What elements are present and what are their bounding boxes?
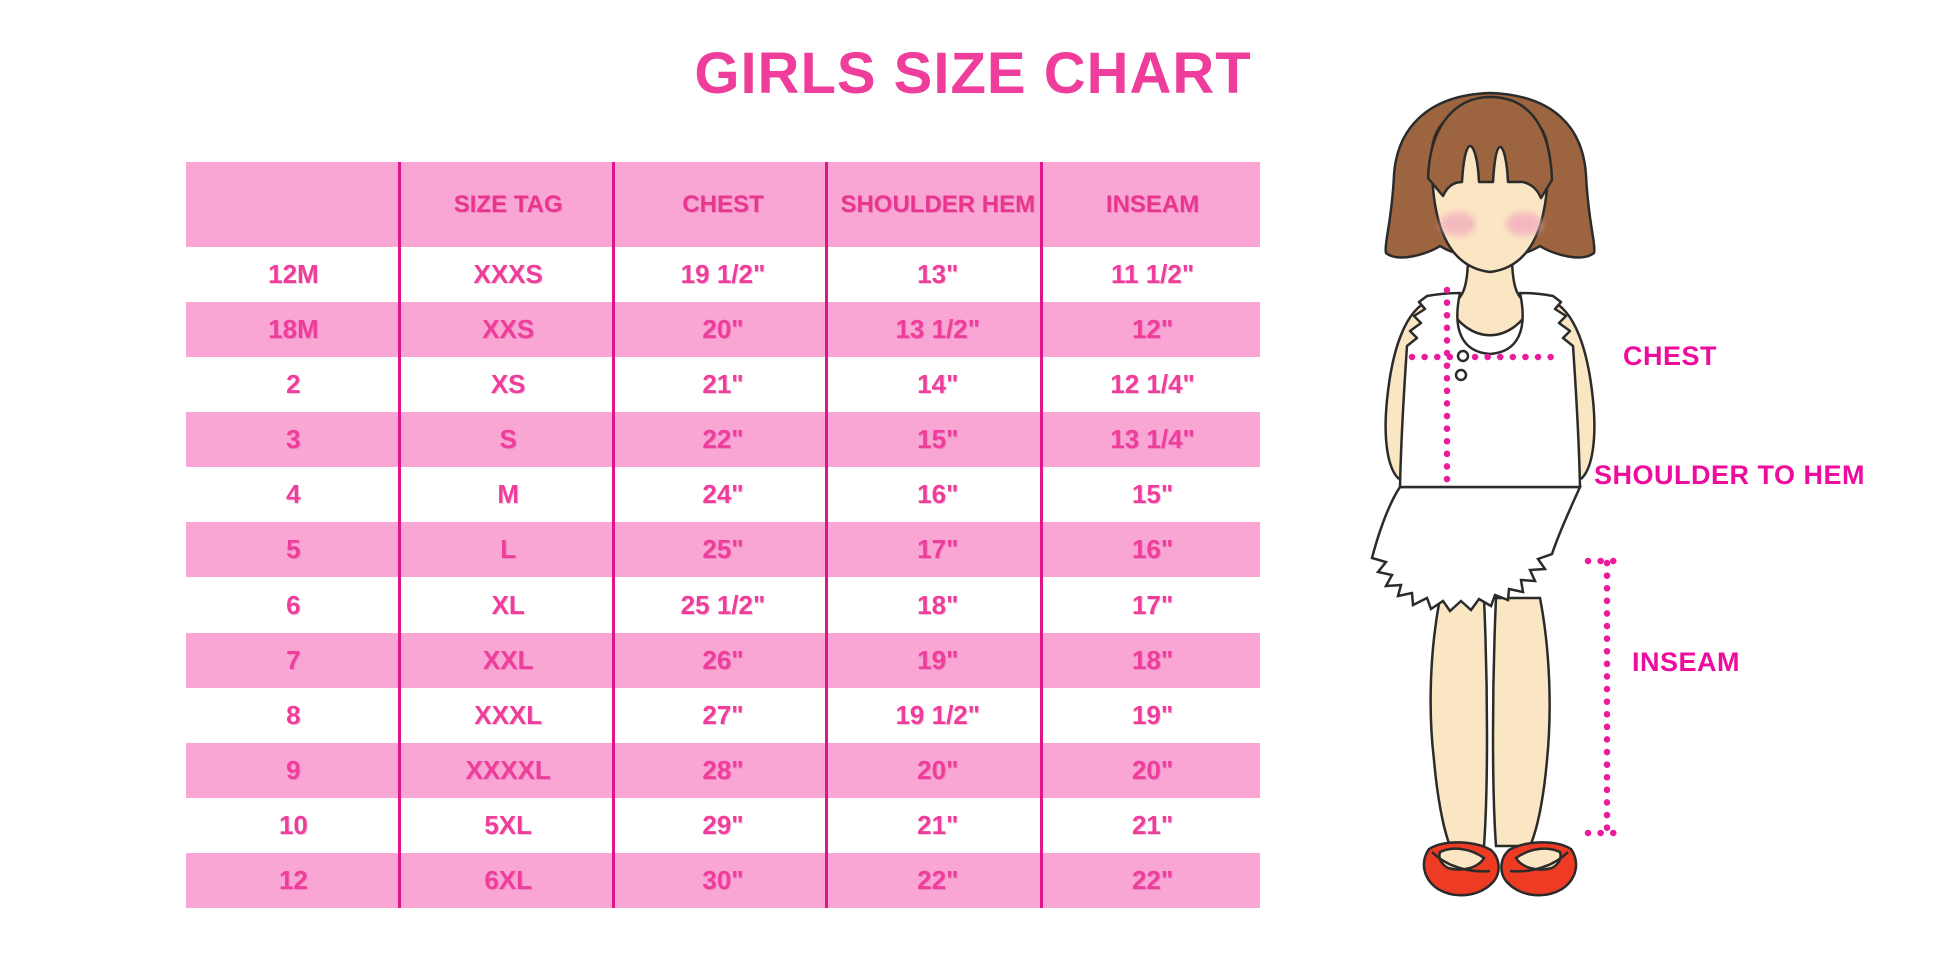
table-cell: 17" — [1131, 589, 1174, 620]
girl-measurement-illustration — [1370, 91, 1622, 897]
table-cell: 25" — [702, 534, 744, 565]
table-cell: 12 1/4" — [1110, 369, 1195, 400]
girl-legs — [1429, 596, 1551, 848]
column-divider — [825, 162, 828, 908]
table-cell: 19" — [1131, 699, 1174, 730]
table-row: 3 S 22" 15" 13 1/4" — [186, 412, 1260, 468]
table-cell: XXXXL — [465, 754, 551, 785]
table-row: 8 XXXL 27" 19 1/2" 19" — [186, 687, 1260, 743]
table-cell: 26" — [702, 644, 744, 675]
table-cell: XXXS — [473, 259, 543, 290]
table-cell: 18" — [917, 589, 959, 620]
table-cell: 19 1/2" — [895, 699, 981, 730]
girl-skirt — [1370, 485, 1582, 613]
table-cell: XXS — [482, 314, 535, 345]
girl-blush — [1440, 212, 1542, 236]
table-cell: 10 — [278, 809, 308, 840]
table-cell: S — [499, 424, 517, 455]
table-cell: 30" — [702, 864, 744, 895]
table-cell: 15" — [1131, 479, 1174, 510]
table-cell: 17" — [917, 534, 959, 565]
table-cell: 16" — [917, 479, 959, 510]
column-divider — [1040, 162, 1043, 908]
table-cell: 15" — [917, 424, 959, 455]
girl-neck — [1446, 253, 1534, 337]
table-header-row: SIZE TAG CHEST SHOULDER HEM INSEAM — [186, 162, 1260, 247]
header-cell-chest: CHEST — [682, 190, 764, 218]
table-cell: 8 — [286, 699, 301, 730]
table-cell: 22" — [917, 864, 959, 895]
table-cell: 18M — [268, 314, 319, 345]
table-cell: 7 — [286, 644, 301, 675]
header-cell-shoulder-hem: SHOULDER HEM — [840, 190, 1036, 218]
table-cell: XL — [491, 589, 525, 620]
table-cell: 28" — [702, 754, 744, 785]
table-cell: 22" — [702, 424, 744, 455]
table-cell: 19" — [917, 644, 959, 675]
table-cell: 3 — [286, 424, 301, 455]
table-cell: 21" — [1131, 809, 1174, 840]
table-cell: 20" — [702, 314, 744, 345]
table-cell: 22" — [1131, 864, 1174, 895]
table-cell: XXXL — [474, 699, 543, 730]
table-row: 5 L 25" 17" 16" — [186, 522, 1260, 578]
table-cell: 20" — [1131, 754, 1174, 785]
girl-bangs — [1426, 95, 1554, 200]
table-cell: 19 1/2" — [680, 259, 766, 290]
table-row: 18M XXS 20" 13 1/2" 12" — [186, 302, 1260, 358]
table-row: 12M XXXS 19 1/2" 13" 11 1/2" — [186, 247, 1260, 303]
table-cell: 5 — [286, 534, 301, 565]
table-row: 4 M 24" 16" 15" — [186, 467, 1260, 523]
header-cell-inseam: INSEAM — [1105, 190, 1200, 218]
table-cell: L — [500, 534, 517, 565]
table-cell: M — [497, 479, 520, 510]
table-cell: 12" — [1131, 314, 1174, 345]
table-cell: 21" — [917, 809, 959, 840]
table-cell: XXL — [482, 644, 534, 675]
column-divider — [612, 162, 615, 908]
table-cell: 14" — [917, 369, 959, 400]
girl-top-buttons — [1454, 349, 1470, 382]
table-row: 9 XXXXL 28" 20" 20" — [186, 742, 1260, 798]
table-body: 12M XXXS 19 1/2" 13" 11 1/2" 18M XXS 20" 13 1/2"… — [186, 247, 1260, 908]
table-cell: 12 — [278, 864, 308, 895]
table-cell: 4 — [286, 479, 301, 510]
column-divider — [398, 162, 401, 908]
header-cell-size-tag: SIZE TAG — [453, 190, 563, 218]
table-cell: 18" — [1131, 644, 1174, 675]
header-cell-blank — [186, 162, 401, 247]
table-cell: 11 1/2" — [1110, 259, 1195, 290]
shoulder-to-hem-label: SHOULDER TO HEM — [1594, 460, 1866, 490]
table-row: 2 XS 21" 14" 12 1/4" — [186, 357, 1260, 413]
table-cell: 16" — [1131, 534, 1174, 565]
table-cell: 27" — [702, 699, 744, 730]
table-cell: 12M — [268, 259, 319, 290]
table-cell: 21" — [702, 369, 744, 400]
table-row: 6 XL 25 1/2" 18" 17" — [186, 577, 1260, 633]
size-table: SIZE TAG CHEST SHOULDER HEM INSEAM 12M XX… — [186, 162, 1260, 908]
table-cell: 24" — [702, 479, 744, 510]
table-cell: 6 — [286, 589, 301, 620]
page-title: GIRLS SIZE CHART — [694, 41, 1252, 106]
inseam-label: INSEAM — [1632, 647, 1741, 677]
girl-shoes — [1422, 841, 1578, 897]
table-cell: 20" — [917, 754, 959, 785]
table-cell: 2 — [286, 369, 301, 400]
table-row: 12 6XL 30" 22" 22" — [186, 852, 1260, 908]
table-cell: XS — [490, 369, 526, 400]
measurement-dotted-lines — [1408, 286, 1622, 837]
table-cell: 9 — [286, 754, 301, 785]
table-cell: 25 1/2" — [680, 589, 766, 620]
table-row: 10 5XL 29" 21" 21" — [186, 797, 1260, 853]
table-row: 7 XXL 26" 19" 18" — [186, 632, 1260, 688]
table-cell: 13 1/2" — [895, 314, 981, 345]
table-cell: 5XL — [484, 809, 533, 840]
table-cell: 13 1/4" — [1110, 424, 1195, 455]
chest-label: CHEST — [1623, 341, 1718, 371]
table-cell: 13" — [917, 259, 959, 290]
table-cell: 29" — [702, 809, 744, 840]
table-cell: 6XL — [484, 864, 533, 895]
